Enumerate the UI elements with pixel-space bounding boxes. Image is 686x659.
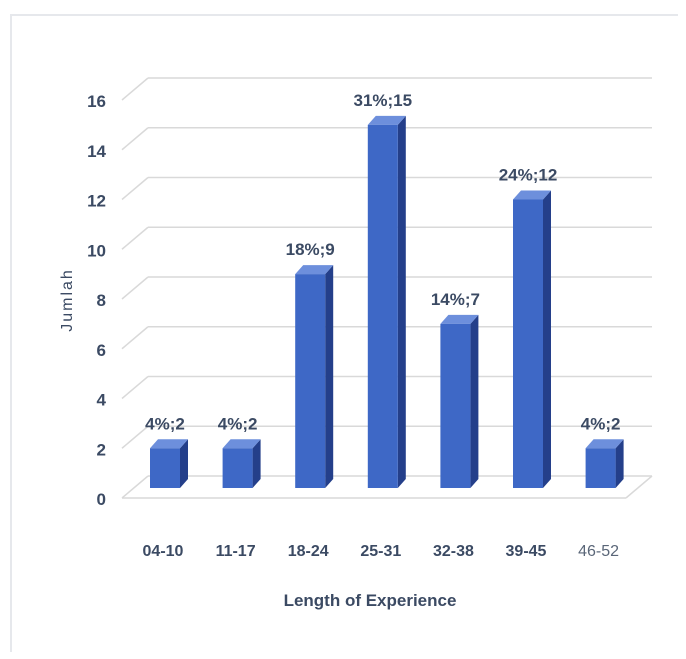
- floor-side-edge: [625, 475, 653, 499]
- y-tick-label: 10: [87, 241, 106, 260]
- gridline-depth: [121, 475, 149, 499]
- bar-top: [150, 439, 188, 449]
- category-label: 39-45: [506, 543, 547, 560]
- gridline-depth: [121, 176, 149, 201]
- y-tick-label: 6: [97, 341, 106, 360]
- y-tick-labels: 0 2 4 6 8 10 12 14 16: [87, 92, 106, 509]
- bar-front: [150, 448, 180, 488]
- bar-11-17: [222, 439, 261, 488]
- category-label: 32-38: [433, 543, 474, 560]
- bar-top: [440, 314, 479, 324]
- bars: [150, 115, 624, 488]
- bar-side: [252, 439, 261, 488]
- data-labels: 4%;2 4%;2 18%;9 31%;15 14%;7 24%;12 4%;2: [145, 91, 620, 433]
- x-axis-title: Length of Experience: [284, 591, 457, 610]
- bar-top: [222, 439, 261, 449]
- y-axis-title: Jumlah: [59, 268, 76, 332]
- category-labels: 04-10 11-17 18-24 25-31 32-38 39-45 46-52: [143, 543, 620, 560]
- bar-top: [295, 265, 334, 275]
- bar-front: [367, 124, 398, 488]
- data-label: 4%;2: [145, 414, 185, 433]
- bar-side: [615, 439, 624, 488]
- bar-front: [440, 323, 471, 488]
- data-label: 18%;9: [286, 240, 335, 259]
- gridline-depth: [121, 326, 149, 350]
- data-label: 24%;12: [499, 166, 558, 185]
- category-label: 25-31: [360, 543, 401, 560]
- y-tick-label: 8: [97, 291, 106, 310]
- data-label: 14%;7: [431, 290, 480, 309]
- bar-46-52: [585, 439, 624, 488]
- chart-frame: [10, 14, 678, 652]
- bar-front: [585, 448, 616, 488]
- category-label: 46-52: [578, 543, 619, 560]
- gridline-depth: [121, 226, 149, 250]
- bar-04-10: [150, 439, 188, 488]
- category-label: 18-24: [288, 543, 329, 560]
- category-label: 11-17: [216, 543, 256, 560]
- bar-side: [470, 314, 479, 488]
- y-tick-label: 12: [87, 192, 106, 211]
- gridline-depth: [121, 127, 149, 151]
- gridline-depth: [121, 276, 149, 300]
- data-label: 4%;2: [218, 414, 258, 433]
- bar-side: [325, 265, 334, 488]
- y-tick-label: 16: [87, 92, 106, 111]
- bar-top: [367, 115, 406, 125]
- y-tick-label: 14: [87, 142, 106, 161]
- data-label: 31%;15: [353, 91, 412, 110]
- category-label: 04-10: [143, 543, 184, 560]
- gridline-depth: [121, 77, 149, 101]
- data-label: 4%;2: [581, 414, 621, 433]
- bar-top: [513, 190, 551, 200]
- bar-32-38: [440, 314, 479, 488]
- bar-front: [222, 448, 253, 488]
- bar-25-31: [367, 115, 406, 488]
- y-tick-label: 0: [97, 490, 106, 509]
- bar-side: [180, 439, 188, 488]
- y-tick-label: 2: [97, 440, 106, 459]
- bar-side: [397, 115, 406, 488]
- bar-39-45: [513, 190, 551, 488]
- bar-top: [585, 439, 624, 449]
- gridline-depth: [121, 425, 149, 449]
- bar-front: [513, 199, 543, 488]
- bar-front: [295, 274, 326, 488]
- gridline-depth: [121, 375, 149, 400]
- y-tick-label: 4: [97, 391, 107, 410]
- bar-side: [543, 190, 551, 488]
- bar-18-24: [295, 265, 334, 488]
